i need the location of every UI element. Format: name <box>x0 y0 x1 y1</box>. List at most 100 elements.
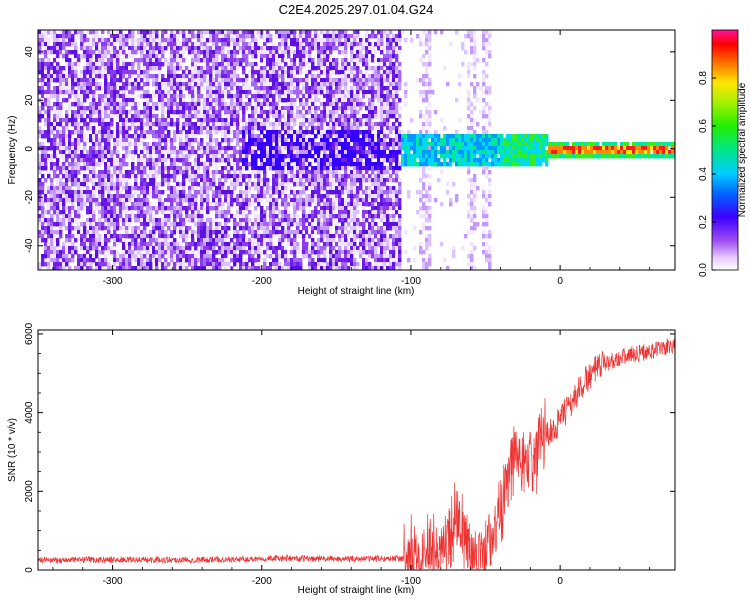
spectrogram-cell <box>323 206 327 211</box>
spectrogram-cell <box>341 210 345 215</box>
spectrogram-cell <box>224 158 228 163</box>
spectrogram-cell <box>146 114 150 119</box>
spectrogram-cell <box>260 50 264 55</box>
spectrogram-cell <box>302 142 306 147</box>
spectrogram-cell <box>218 158 222 163</box>
spectrogram-cell <box>146 98 150 103</box>
spectrogram-cell <box>164 230 168 235</box>
spectrogram-cell <box>218 74 222 79</box>
spectrogram-cell <box>113 110 117 115</box>
spectrogram-cell <box>98 130 102 135</box>
spectrogram-cell <box>314 66 318 71</box>
spectrogram-cell <box>326 162 330 167</box>
spectrogram-cell <box>41 78 45 83</box>
spectrogram-cell <box>251 238 255 243</box>
spectrogram-cell <box>47 78 51 83</box>
spectrogram-cell <box>107 190 111 195</box>
spectrogram-cell <box>176 74 180 79</box>
spectrogram-cell <box>290 82 294 87</box>
spectrogram-cell <box>263 34 267 39</box>
spectrogram-cell <box>281 110 285 115</box>
spectrogram-cell <box>278 234 282 239</box>
spectrogram-cell <box>59 46 63 51</box>
spectrogram-cell <box>293 146 297 151</box>
spectrogram-cell <box>221 90 225 95</box>
spectrogram-cell <box>89 46 93 51</box>
spectrogram-cell <box>107 182 111 187</box>
spectrogram-cell <box>344 66 348 71</box>
spectrogram-cell <box>140 110 144 115</box>
spectrogram-cell <box>56 130 60 135</box>
spectrogram-cell <box>287 226 291 231</box>
spectrogram-cell <box>134 258 138 263</box>
spectrogram-cell <box>59 122 63 127</box>
spectrogram-cell <box>125 194 129 199</box>
spectrogram-cell <box>47 222 51 227</box>
spectrogram-cell <box>119 98 123 103</box>
spectrogram-cell <box>110 266 114 270</box>
spectrogram-cell <box>62 262 66 267</box>
spectrogram-cell <box>293 118 297 123</box>
spectrogram-cell <box>194 198 198 203</box>
spectrogram-cell <box>80 78 84 83</box>
spectrogram-cell <box>62 78 66 83</box>
spectrogram-cell <box>212 122 216 127</box>
spectrogram-cell <box>194 262 198 267</box>
spectrogram-cell <box>260 198 264 203</box>
spectrogram-cell <box>242 138 246 143</box>
spectrogram-cell <box>179 98 183 103</box>
spectrogram-cell <box>350 198 354 203</box>
spectrogram-cell <box>89 66 93 71</box>
spectrogram-cell <box>95 78 99 83</box>
spectrogram-cell <box>50 250 54 255</box>
spectrogram-cell <box>254 218 258 223</box>
spectrogram-cell <box>299 150 303 155</box>
spectrogram-cell <box>80 30 84 35</box>
spectrogram-cell <box>137 122 141 127</box>
spectrogram-cell <box>71 250 75 255</box>
spectrogram-cell <box>350 238 354 243</box>
spectrogram-cell <box>65 214 69 219</box>
spectrogram-cell <box>158 194 162 199</box>
spectrogram-cell <box>152 250 156 255</box>
spectrogram-cell <box>143 186 147 191</box>
spectrogram-cell <box>299 178 303 183</box>
spectrogram-cell <box>239 118 243 123</box>
spectrogram-cell <box>146 266 150 270</box>
spectrogram-cell <box>50 158 54 163</box>
spectrogram-cell <box>197 114 201 119</box>
spectrogram-cell <box>233 222 237 227</box>
spectrogram-cell <box>68 182 72 187</box>
spectrogram-cell <box>344 254 348 259</box>
spectrogram-cell <box>119 162 123 167</box>
spectrogram-cell <box>281 138 285 143</box>
spectrogram-cell <box>353 194 357 199</box>
spectrogram-cell <box>164 150 168 155</box>
spectrogram-cell <box>332 246 336 251</box>
spectrogram-cell <box>53 246 57 251</box>
spectrogram-cell <box>137 214 141 219</box>
spectrogram-cell <box>227 202 231 207</box>
spectrogram-cell <box>173 186 177 191</box>
spectrogram-cell <box>185 102 189 107</box>
spectrogram-cell <box>341 134 345 139</box>
spectrogram-cell <box>167 186 171 191</box>
spectrogram-cell <box>101 226 105 231</box>
spectrogram-cell <box>332 202 336 207</box>
spectrogram-cell <box>221 262 225 267</box>
spectrogram-cell <box>296 178 300 183</box>
spectrogram-cell <box>218 202 222 207</box>
spectrogram-cell <box>203 66 207 71</box>
spectrogram-cell <box>110 30 114 35</box>
spectrogram-cell <box>179 110 183 115</box>
spectrogram-cell <box>155 90 159 95</box>
spectrogram-cell <box>275 190 279 195</box>
spectrogram-cell <box>95 134 99 139</box>
spectrogram-cell <box>266 58 270 63</box>
spectrogram-cell <box>257 234 261 239</box>
spectrogram-cell <box>278 190 282 195</box>
spectrogram-cell <box>128 90 132 95</box>
spectrogram-cell <box>272 98 276 103</box>
spectrogram-cell <box>92 170 96 175</box>
spectrogram-cell <box>233 186 237 191</box>
